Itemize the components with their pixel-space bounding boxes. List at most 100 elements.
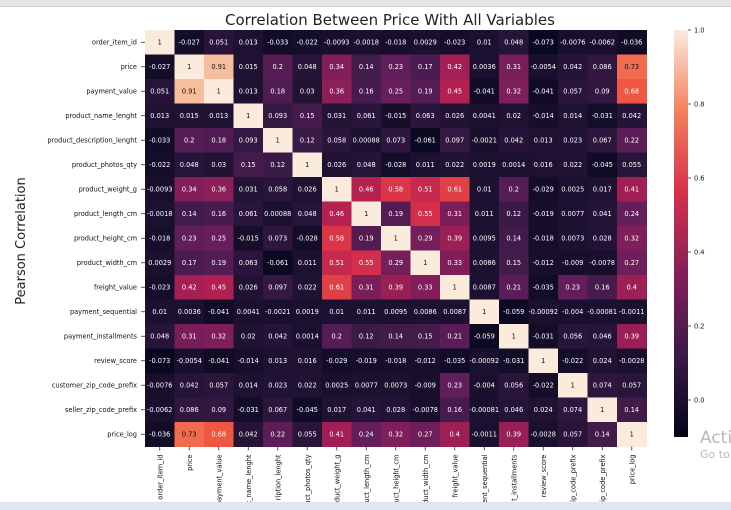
heatmap-cell bbox=[499, 54, 529, 80]
cell-value-label: 0.067 bbox=[268, 406, 287, 414]
cell-value-label: 0.39 bbox=[624, 333, 639, 341]
heatmap-cell bbox=[351, 201, 382, 227]
heatmap-cell bbox=[351, 397, 382, 423]
heatmap-cell bbox=[469, 324, 500, 349]
heatmap-cell bbox=[145, 54, 175, 80]
cell-value-label: 1 bbox=[423, 259, 427, 267]
heatmap-cell bbox=[410, 54, 441, 80]
cell-value-label: -0.014 bbox=[238, 357, 259, 365]
cell-value-label: 0.013 bbox=[268, 357, 287, 365]
cell-value-label: 0.03 bbox=[300, 88, 315, 96]
heatmap-cell bbox=[558, 397, 588, 423]
heatmap-cell bbox=[351, 324, 382, 349]
heatmap-cell bbox=[617, 275, 647, 300]
heatmap-cell bbox=[322, 275, 352, 300]
heatmap-cell bbox=[440, 348, 470, 374]
heatmap-cell bbox=[322, 226, 352, 251]
cell-value-label: 0.33 bbox=[418, 284, 433, 292]
heatmap-cell bbox=[410, 348, 441, 374]
cell-value-label: 0.2 bbox=[509, 186, 520, 194]
cell-value-label: 0.68 bbox=[211, 431, 226, 439]
cell-value-label: 0.31 bbox=[447, 210, 462, 218]
cell-value-label: 0.73 bbox=[624, 63, 639, 71]
heatmap-cell bbox=[263, 128, 293, 153]
cell-value-label: -0.015 bbox=[385, 112, 406, 120]
heatmap-cell bbox=[499, 299, 529, 325]
cell-value-label: 0.0077 bbox=[355, 382, 378, 390]
cell-value-label: -0.036 bbox=[149, 431, 170, 439]
cell-value-label: 0.14 bbox=[506, 235, 521, 243]
heatmap-cell bbox=[558, 250, 588, 276]
cell-value-label: 0.2 bbox=[332, 333, 343, 341]
cell-value-label: 0.028 bbox=[386, 406, 405, 414]
heatmap-cell bbox=[233, 79, 264, 104]
heatmap-cell bbox=[410, 152, 441, 178]
heatmap-cell bbox=[587, 103, 618, 129]
heatmap-cell bbox=[263, 103, 293, 129]
heatmap-cell bbox=[440, 250, 470, 276]
y-tick-label: customer_zip_code_prefix bbox=[52, 382, 137, 390]
heatmap-cell bbox=[233, 30, 264, 55]
cell-value-label: 0.01 bbox=[477, 39, 492, 47]
heatmap-cell bbox=[410, 30, 441, 55]
cell-value-label: 0.12 bbox=[270, 161, 285, 169]
heatmap-cell bbox=[204, 348, 234, 374]
heatmap-cell bbox=[469, 397, 500, 423]
heatmap-cell bbox=[263, 299, 293, 325]
heatmap-cell bbox=[292, 177, 323, 202]
heatmap-cell bbox=[381, 348, 411, 374]
heatmap-cell bbox=[322, 201, 352, 227]
cell-value-label: -0.0028 bbox=[531, 431, 556, 439]
x-tick-label: review_score bbox=[540, 455, 548, 498]
cell-value-label: -0.0018 bbox=[147, 210, 172, 218]
heatmap-cell bbox=[558, 128, 588, 153]
cell-value-label: 0.01 bbox=[477, 186, 492, 194]
cell-value-label: 0.23 bbox=[182, 235, 197, 243]
heatmap-cell bbox=[233, 54, 264, 80]
cell-value-label: -0.00092 bbox=[469, 357, 499, 365]
cell-value-label: 0.36 bbox=[211, 186, 226, 194]
cell-value-label: 0.02 bbox=[506, 112, 521, 120]
cell-value-label: 0.14 bbox=[388, 333, 403, 341]
x-tick-label: t_installments bbox=[510, 454, 518, 501]
cell-value-label: 0.061 bbox=[239, 210, 258, 218]
heatmap-cell bbox=[351, 250, 382, 276]
heatmap-cell bbox=[263, 226, 293, 251]
cell-value-label: 1 bbox=[187, 63, 191, 71]
x-tick-label: uct_photos_qty bbox=[304, 454, 312, 504]
cell-value-label: 0.042 bbox=[563, 63, 582, 71]
cell-value-label: 0.013 bbox=[239, 39, 258, 47]
heatmap-cell bbox=[528, 250, 559, 276]
heatmap-cell bbox=[351, 128, 382, 153]
cell-value-label: 0.024 bbox=[534, 406, 553, 414]
heatmap-cell bbox=[263, 201, 293, 227]
cell-value-label: 0.14 bbox=[182, 210, 197, 218]
cell-value-label: 0.17 bbox=[418, 63, 433, 71]
colorbar-tick-label: 1.0 bbox=[694, 26, 705, 34]
cell-value-label: -0.0011 bbox=[472, 431, 497, 439]
heatmap-cell bbox=[499, 373, 529, 398]
heatmap-cell bbox=[145, 373, 175, 398]
cell-value-label: 0.31 bbox=[359, 284, 374, 292]
heatmap-cell bbox=[617, 201, 647, 227]
heatmap-cell bbox=[381, 422, 411, 447]
cell-value-label: -0.009 bbox=[415, 382, 436, 390]
x-tick-label: price_log bbox=[628, 455, 636, 485]
cell-value-label: 0.12 bbox=[506, 210, 521, 218]
cell-value-label: 0.0019 bbox=[473, 161, 496, 169]
heatmap-cell bbox=[499, 201, 529, 227]
cell-value-label: 0.013 bbox=[534, 137, 553, 145]
cell-value-label: -0.059 bbox=[503, 308, 524, 316]
cell-value-label: -0.031 bbox=[592, 112, 613, 120]
heatmap-cell bbox=[587, 226, 618, 251]
heatmap-cell bbox=[351, 177, 382, 202]
cell-value-label: 0.067 bbox=[593, 137, 612, 145]
cell-value-label: 0.0086 bbox=[414, 308, 437, 316]
cell-value-label: -0.0021 bbox=[265, 308, 290, 316]
cell-value-label: 0.33 bbox=[447, 259, 462, 267]
heatmap-cell bbox=[351, 422, 382, 447]
cell-value-label: 0.21 bbox=[506, 284, 521, 292]
heatmap-cell bbox=[528, 373, 559, 398]
cell-value-label: 0.19 bbox=[211, 259, 226, 267]
